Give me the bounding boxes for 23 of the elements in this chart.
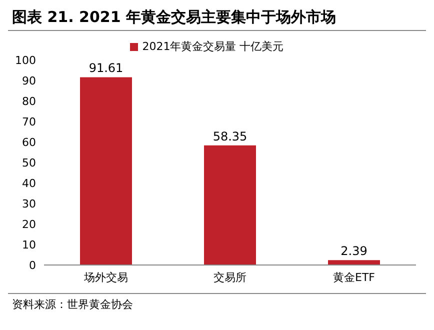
legend-label: 2021年黄金交易量 十亿美元 xyxy=(142,40,284,53)
y-tick-label: 90 xyxy=(22,74,36,88)
bar xyxy=(328,260,380,265)
bar xyxy=(80,77,132,265)
y-tick-label: 0 xyxy=(29,258,36,272)
x-tick-label: 黄金ETF xyxy=(333,270,375,284)
data-label: 91.61 xyxy=(88,61,124,76)
y-tick-label: 10 xyxy=(22,238,36,252)
data-label: 2.39 xyxy=(340,244,368,258)
y-tick-label: 70 xyxy=(22,115,36,128)
chart-title: 图表 21. 2021 年黄金交易主要集中于场外市场 xyxy=(8,8,426,31)
y-tick-label: 30 xyxy=(22,197,36,210)
y-tick-label: 40 xyxy=(22,176,36,190)
y-tick-label: 80 xyxy=(22,94,36,108)
x-tick-label: 场外交易 xyxy=(83,270,128,284)
y-tick-label: 50 xyxy=(22,156,36,170)
bar xyxy=(204,145,256,265)
y-tick-label: 60 xyxy=(22,136,36,149)
text: 资料来源：世界黄金协会 xyxy=(12,297,134,312)
x-tick-label: 交易所 xyxy=(214,270,246,284)
data-label: 58.35 xyxy=(212,129,248,144)
y-tick-label: 20 xyxy=(22,218,36,231)
y-tick-label: 100 xyxy=(15,54,36,67)
